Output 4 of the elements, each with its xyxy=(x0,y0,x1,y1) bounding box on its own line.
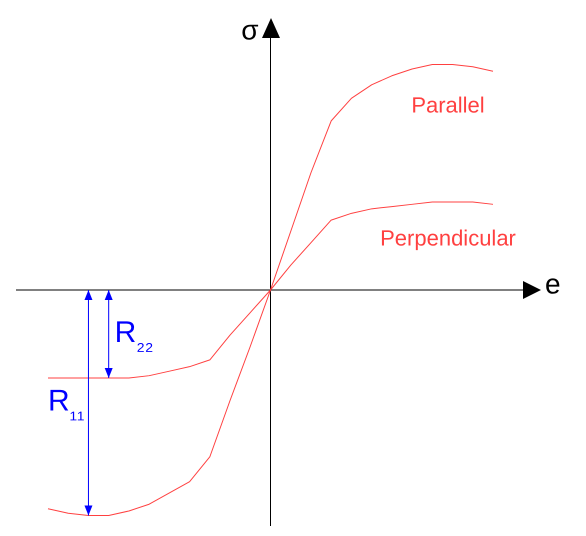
series-label: Perpendicular xyxy=(380,225,516,250)
y-axis-title: σ xyxy=(241,14,258,46)
x-axis-title: e xyxy=(545,268,561,300)
series-label: Parallel xyxy=(411,92,485,118)
